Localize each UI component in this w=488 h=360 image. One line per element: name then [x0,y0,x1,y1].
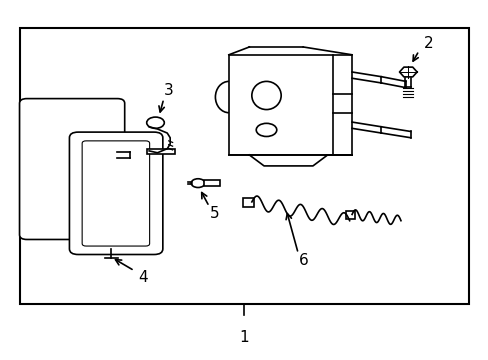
Text: 1: 1 [239,330,249,345]
Bar [20,28,468,303]
FancyBboxPatch shape [82,141,149,246]
Bar [243,198,253,207]
Bar [204,180,220,186]
Text: 6: 6 [299,253,308,268]
FancyBboxPatch shape [69,132,163,255]
Bar [146,149,175,154]
Bar [228,55,351,155]
Text: 5: 5 [210,206,220,221]
Text: 4: 4 [138,270,147,284]
Text: 2: 2 [423,36,433,51]
Bar [346,211,354,219]
FancyBboxPatch shape [20,99,124,239]
Text: 3: 3 [163,83,173,98]
